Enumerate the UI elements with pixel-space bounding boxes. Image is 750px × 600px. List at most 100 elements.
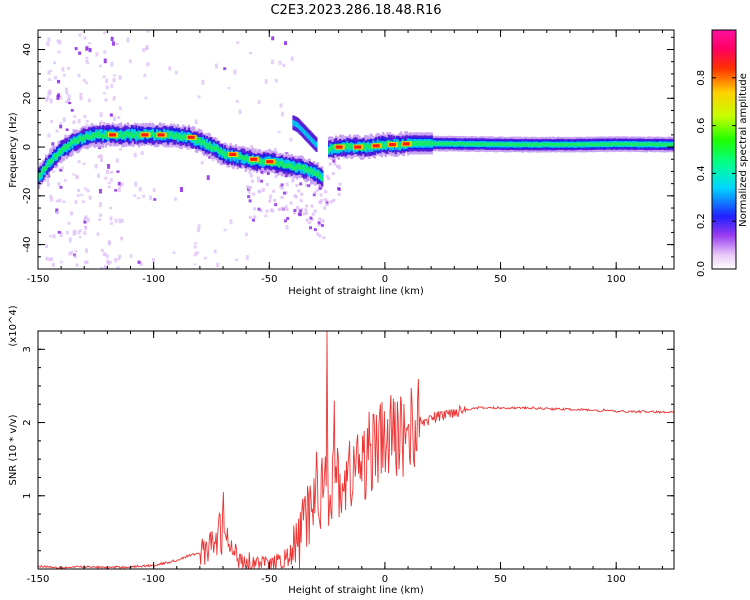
- ridge-cell: [172, 133, 175, 139]
- noise-speckle: [102, 92, 106, 95]
- ridge-cell: [329, 146, 332, 152]
- ridge-cell: [643, 142, 646, 147]
- lower-speckle: [308, 226, 312, 230]
- ridge-cell: [239, 154, 242, 160]
- ridge-cell: [454, 142, 457, 146]
- noise-speckle: [139, 261, 143, 264]
- ridge-cell: [534, 142, 537, 146]
- ridge-cell: [132, 132, 135, 137]
- noise-speckle: [172, 251, 176, 255]
- noise-speckle: [107, 181, 111, 185]
- lower-speckle: [328, 162, 332, 166]
- noise-speckle: [133, 194, 137, 197]
- ridge-cell: [194, 139, 197, 144]
- ridge-cell: [649, 142, 653, 146]
- lower-speckle: [322, 236, 326, 240]
- noise-speckle: [264, 214, 268, 218]
- branch-core: [308, 134, 311, 141]
- noise-speckle: [102, 253, 106, 257]
- noise-speckle: [153, 198, 157, 201]
- ridge-cell: [624, 142, 628, 146]
- noise-speckle: [78, 33, 82, 37]
- ridge-cell: [669, 143, 672, 147]
- y-tick-label: 0: [22, 144, 33, 150]
- ridge-cell: [501, 142, 504, 147]
- hot-core: [157, 133, 165, 137]
- ridge-cell: [605, 142, 608, 147]
- ridge-cell: [43, 166, 46, 176]
- noise-speckle: [59, 260, 63, 264]
- ridge-cell: [536, 143, 539, 147]
- ridge-cell: [432, 141, 435, 146]
- ridge-cell: [294, 166, 297, 172]
- noise-speckle: [47, 133, 51, 138]
- ridge-cell: [38, 173, 41, 179]
- ridge-cell: [50, 158, 53, 164]
- ridge-cell: [591, 143, 594, 147]
- noise-speckle: [74, 250, 78, 253]
- noise-speckle: [250, 144, 254, 150]
- ridge-cell: [121, 134, 124, 139]
- y-tick-label: 3: [22, 346, 33, 352]
- ridge-cell: [244, 155, 247, 160]
- ridge-cell: [47, 160, 50, 165]
- ridge-cell: [124, 131, 127, 137]
- ridge-cell: [365, 144, 368, 153]
- ridge-cell: [622, 142, 625, 146]
- ridge-cell: [136, 131, 139, 137]
- branch-core: [294, 120, 297, 127]
- noise-speckle: [105, 85, 109, 90]
- snr-x-label: Height of straight line (km): [288, 585, 424, 596]
- ridge-cell: [450, 141, 453, 146]
- branch-core: [305, 130, 308, 137]
- ridge-cell: [221, 149, 224, 155]
- ridge-cell: [493, 142, 496, 147]
- ridge-cell: [100, 129, 103, 138]
- x-tick-label: -150: [27, 274, 50, 285]
- ridge-cell: [641, 142, 644, 146]
- noise-speckle: [67, 94, 71, 100]
- lower-speckle: [325, 175, 329, 179]
- lower-speckle: [299, 209, 303, 213]
- ridge-cell: [480, 142, 483, 147]
- noise-speckle: [60, 166, 64, 169]
- lower-speckle: [256, 176, 260, 180]
- x-tick-label: -150: [27, 574, 50, 585]
- ridge-cell: [486, 142, 489, 147]
- noise-speckle: [274, 78, 278, 83]
- noise-speckle: [88, 42, 92, 45]
- ridge-cell: [523, 142, 526, 146]
- lower-speckle: [286, 216, 290, 220]
- ridge-cell: [419, 141, 422, 146]
- ridge-cell: [634, 142, 637, 146]
- noise-speckle: [129, 254, 133, 258]
- ridge-cell: [369, 144, 372, 149]
- ridge-cell: [593, 143, 596, 147]
- ridge-cell: [663, 142, 667, 146]
- branch-core: [293, 120, 296, 127]
- ridge-cell: [125, 131, 128, 136]
- noise-speckle: [75, 150, 79, 154]
- ridge-cell: [319, 174, 322, 179]
- ridge-cell: [318, 174, 321, 180]
- ridge-cell: [196, 136, 199, 141]
- lower-speckle: [257, 189, 261, 193]
- lower-speckle: [307, 184, 311, 188]
- lower-speckle: [325, 199, 329, 203]
- ridge-cell: [78, 136, 81, 141]
- lower-speckle: [257, 207, 261, 211]
- lower-speckle: [248, 199, 252, 203]
- ridge-cell: [205, 138, 209, 148]
- ridge-cell: [240, 154, 243, 159]
- noise-speckle: [118, 106, 122, 111]
- ridge-cell: [476, 142, 479, 146]
- lower-speckle: [325, 201, 329, 205]
- ridge-cell: [303, 166, 306, 175]
- ridge-cell: [554, 143, 557, 147]
- ridge-cell: [470, 142, 474, 146]
- noise-speckle: [88, 47, 92, 53]
- ridge-cell: [459, 142, 463, 146]
- lower-speckle: [248, 171, 252, 175]
- lower-speckle: [295, 184, 299, 188]
- ridge-cell: [531, 143, 535, 147]
